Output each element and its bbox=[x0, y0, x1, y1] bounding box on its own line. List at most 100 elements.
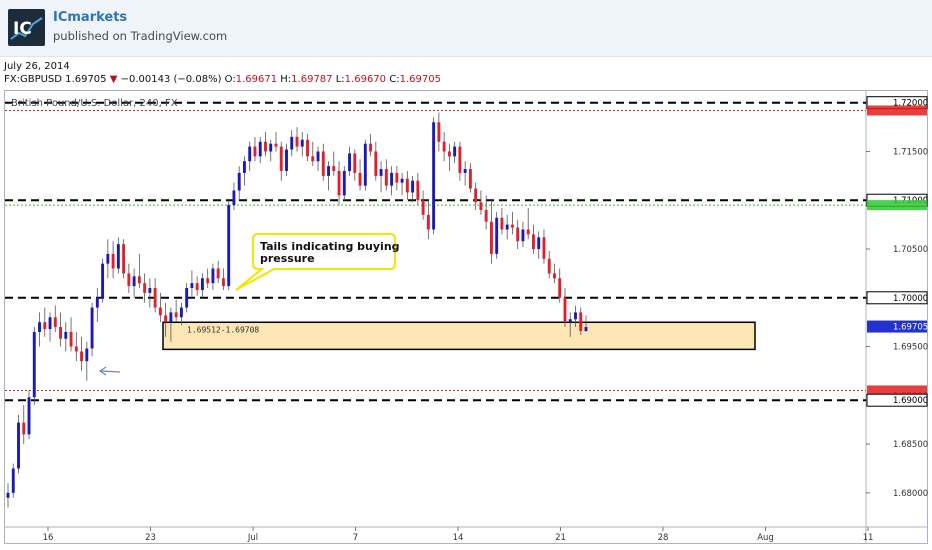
candle-body bbox=[411, 180, 415, 193]
publisher-header: IC ICmarkets published on TradingView.co… bbox=[0, 0, 932, 57]
candle-body bbox=[195, 283, 199, 290]
candle-body bbox=[158, 307, 162, 316]
candle-body bbox=[500, 217, 504, 230]
candle-body bbox=[363, 143, 367, 186]
candle-body bbox=[437, 122, 441, 142]
candle-body bbox=[153, 288, 157, 308]
candle-body bbox=[395, 172, 399, 183]
candle-body bbox=[85, 348, 89, 362]
candle-body bbox=[80, 351, 84, 362]
candle-body bbox=[337, 170, 341, 196]
candle-body bbox=[568, 319, 572, 323]
candle-body bbox=[563, 297, 567, 323]
candle-body bbox=[379, 169, 383, 176]
candle-body bbox=[216, 268, 220, 279]
level-price-tag bbox=[866, 393, 928, 407]
candle-body bbox=[164, 315, 168, 323]
candle-body bbox=[495, 217, 499, 254]
level-color-tag bbox=[867, 385, 927, 396]
candle-body bbox=[442, 141, 446, 152]
candle-body bbox=[405, 178, 409, 193]
candle-body bbox=[122, 244, 126, 274]
candle-body bbox=[348, 153, 351, 171]
low-label: L: bbox=[335, 74, 345, 85]
y-tick-label: 1.68500 bbox=[893, 440, 928, 450]
candle-body bbox=[547, 258, 551, 274]
arrow-head-icon bbox=[98, 366, 107, 376]
open-label: O: bbox=[224, 74, 236, 85]
candle-body bbox=[542, 237, 546, 259]
candle-body bbox=[258, 141, 262, 157]
candle-body bbox=[521, 229, 525, 242]
high-value: 1.69787 bbox=[291, 74, 333, 85]
publish-date: July 26, 2014 bbox=[4, 61, 70, 72]
candle-body bbox=[374, 151, 378, 176]
candle-body bbox=[248, 146, 252, 162]
low-value: 1.69670 bbox=[344, 74, 387, 85]
candle-body bbox=[22, 422, 26, 435]
candle-body bbox=[316, 151, 320, 162]
candle-body bbox=[253, 146, 257, 157]
candle-body bbox=[516, 227, 520, 242]
level-color-tag bbox=[867, 105, 927, 116]
chart-frame[interactable] bbox=[4, 90, 928, 544]
down-triangle-icon: ▼ bbox=[109, 74, 118, 85]
candle-body bbox=[169, 312, 173, 323]
candle-body bbox=[421, 200, 425, 215]
candle-body bbox=[64, 331, 68, 339]
last-price: 1.69705 bbox=[65, 74, 107, 85]
publisher-name[interactable]: ICmarkets bbox=[53, 10, 128, 25]
candle-body bbox=[532, 234, 535, 250]
candle-body bbox=[306, 139, 309, 157]
candle-body bbox=[384, 169, 388, 186]
candle-body bbox=[59, 327, 62, 339]
candle-body bbox=[447, 151, 451, 157]
candle-body bbox=[558, 278, 562, 298]
candle-body bbox=[474, 188, 478, 203]
candle-body bbox=[232, 190, 236, 206]
candle-body bbox=[327, 166, 330, 176]
level-color-tag bbox=[867, 200, 927, 211]
candle-body bbox=[432, 122, 436, 230]
candle-body bbox=[274, 143, 278, 147]
icmarkets-logo: IC bbox=[8, 9, 45, 46]
candle-body bbox=[342, 170, 346, 196]
candle-body bbox=[137, 276, 141, 284]
y-tick-label: 1.68000 bbox=[893, 489, 928, 499]
x-tick-label: 7 bbox=[353, 533, 358, 543]
logo-text: IC bbox=[13, 19, 32, 39]
candle-body bbox=[353, 153, 357, 173]
candle-body bbox=[95, 297, 99, 308]
annotation-text: pressure bbox=[260, 252, 315, 265]
x-tick-label: Aug bbox=[757, 533, 774, 543]
candle-body bbox=[200, 278, 204, 290]
candle-body bbox=[174, 312, 178, 318]
candle-body bbox=[426, 214, 430, 230]
current-price-tag bbox=[867, 320, 927, 333]
candle-body bbox=[264, 141, 267, 152]
level-price-tag bbox=[866, 291, 928, 305]
candle-body bbox=[574, 312, 577, 320]
candle-body bbox=[227, 205, 231, 287]
candle-body bbox=[463, 169, 467, 173]
candle-body bbox=[221, 278, 225, 287]
candle-body bbox=[584, 327, 588, 331]
candle-body bbox=[132, 276, 136, 287]
candle-body bbox=[111, 253, 115, 269]
candle-body bbox=[579, 312, 583, 331]
candle-body bbox=[332, 166, 336, 171]
candle-body bbox=[489, 221, 493, 254]
candle-body bbox=[537, 237, 541, 250]
candle-body bbox=[148, 288, 152, 293]
change-value: −0.00143 (−0.08%) bbox=[120, 74, 222, 85]
candle-body bbox=[311, 156, 315, 162]
x-tick-label: 11 bbox=[863, 533, 874, 543]
candle-body bbox=[295, 136, 299, 147]
candle-body bbox=[416, 180, 420, 201]
y-tick-label: 1.69500 bbox=[893, 343, 928, 353]
annotation-text: Tails indicating buying bbox=[260, 240, 400, 253]
candle-body bbox=[479, 202, 483, 210]
candle-body bbox=[74, 346, 78, 352]
ohlc-line: FX:GBPUSD 1.69705 ▼ −0.00143 (−0.08%) O:… bbox=[4, 74, 441, 85]
